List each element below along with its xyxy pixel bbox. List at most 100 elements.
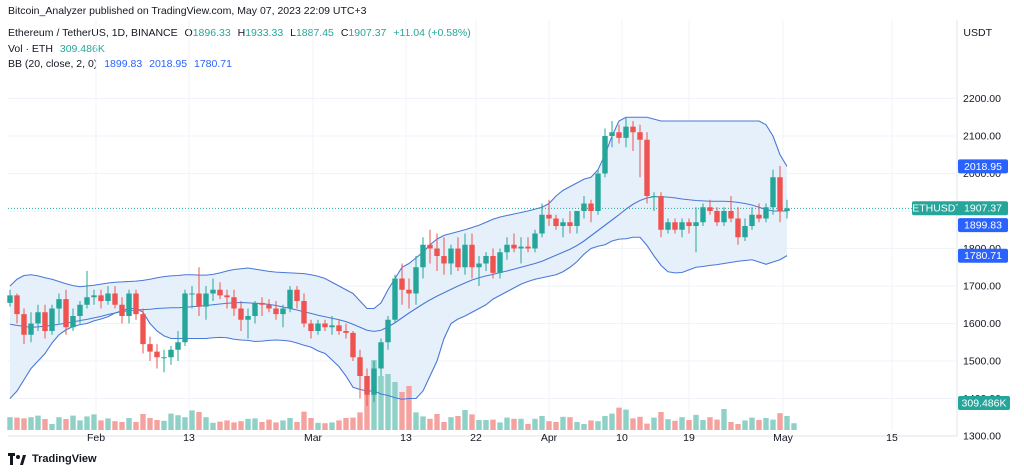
volume-bar — [441, 422, 447, 430]
candle-body — [336, 325, 342, 331]
volume-bar — [770, 419, 776, 430]
ohlc-legend: Ethereum / TetherUS, 1D, BINANCE O1896.3… — [8, 27, 475, 39]
candle-body — [518, 246, 524, 249]
candle-body — [434, 248, 440, 256]
bb-lower-value: 1780.71 — [194, 58, 232, 70]
price-tag-label: 2018.95 — [964, 161, 1002, 173]
volume-bar — [42, 419, 48, 430]
close-value: 1907.37 — [348, 27, 387, 39]
volume-bar — [273, 422, 279, 430]
volume-bar — [364, 394, 370, 430]
volume-bar — [350, 417, 356, 430]
candle-body — [532, 233, 538, 249]
candle-body — [630, 126, 636, 133]
volume-bar — [308, 418, 314, 430]
candle-body — [658, 196, 664, 230]
footer-brand[interactable]: TradingView — [32, 453, 97, 465]
price-tag-label: 1907.37 — [964, 203, 1002, 215]
candle-body — [210, 289, 216, 294]
volume-bar — [525, 424, 531, 430]
volume-bar — [70, 415, 76, 430]
candle-body — [42, 312, 48, 331]
volume-bar — [735, 424, 741, 430]
candle-body — [441, 256, 447, 264]
candle-body — [546, 214, 552, 219]
candle-body — [448, 248, 454, 264]
candle-body — [567, 222, 573, 226]
volume-bar — [91, 414, 97, 430]
bb-label[interactable]: BB (20, close, 2, 0) — [8, 58, 98, 70]
candle-body — [91, 295, 97, 298]
candle-body — [315, 323, 321, 331]
candle-body — [427, 244, 433, 249]
candle-body — [231, 297, 237, 309]
volume-bar — [721, 409, 727, 430]
volume-bar — [686, 420, 692, 430]
tradingview-logo-icon — [8, 453, 26, 465]
price-tag-label: 1899.83 — [964, 220, 1002, 232]
volume-bar — [210, 422, 216, 430]
volume-legend: Vol · ETH 309.486K — [8, 43, 109, 55]
tradingview-footer: TradingView — [8, 453, 97, 465]
candle-body — [105, 293, 111, 301]
volume-bar — [98, 420, 104, 430]
candle-body — [392, 278, 398, 320]
candle-body — [49, 308, 55, 331]
candle-body — [574, 211, 580, 226]
candle-body — [665, 222, 671, 230]
volume-bar — [84, 416, 90, 430]
volume-bar — [140, 414, 146, 430]
volume-bar — [133, 422, 139, 430]
candle-body — [182, 293, 188, 343]
candle-body — [637, 132, 643, 140]
volume-bar — [49, 424, 55, 430]
candle-body — [413, 267, 419, 294]
candle-body — [273, 308, 279, 315]
volume-bar — [280, 420, 286, 430]
x-tick-label: Feb — [87, 432, 105, 444]
volume-bar — [266, 419, 272, 430]
price-tag-bb — [958, 159, 1008, 174]
candle-body — [70, 316, 76, 328]
x-tick-label: 13 — [183, 432, 195, 444]
high-label: H — [237, 27, 246, 39]
candle-body — [469, 244, 475, 268]
y-tick-label: 1500.00 — [963, 356, 1001, 368]
candle-body — [238, 308, 244, 320]
volume-bar — [469, 414, 475, 430]
candle-body — [322, 323, 328, 328]
candle-body — [462, 244, 468, 268]
volume-bar — [609, 413, 615, 430]
candle-body — [266, 304, 272, 309]
x-tick-label: 19 — [683, 432, 695, 444]
volume-bar — [154, 420, 160, 430]
candle-body — [777, 177, 783, 211]
volume-bar — [336, 420, 342, 430]
candle-body — [525, 246, 531, 249]
candle-body — [28, 323, 34, 335]
candle-body — [196, 293, 202, 307]
x-tick-label: 10 — [616, 432, 628, 444]
candle-body — [784, 208, 790, 211]
volume-bar — [203, 417, 209, 430]
volume-label[interactable]: Vol · ETH — [8, 43, 53, 55]
price-tag-symbol — [912, 201, 962, 216]
symbol-label[interactable]: Ethereum / TetherUS, 1D, BINANCE — [8, 27, 178, 39]
candle-body — [280, 308, 286, 315]
low-value: 1887.45 — [295, 27, 334, 39]
candle-body — [329, 325, 335, 328]
volume-bar — [28, 417, 34, 430]
y-tick-label: 1700.00 — [963, 281, 1001, 293]
volume-bar — [763, 418, 769, 430]
candle-body — [497, 252, 503, 273]
volume-bar — [791, 423, 797, 430]
volume-bar — [623, 409, 629, 430]
volume-tag-label: 309.486K — [962, 398, 1007, 410]
y-tick-label: 1600.00 — [963, 318, 1001, 330]
candle-body — [63, 299, 69, 328]
volume-bar — [392, 382, 398, 430]
y-tick-label: 2100.00 — [963, 131, 1001, 143]
x-tick-label: 22 — [470, 432, 482, 444]
volume-bar — [714, 419, 720, 430]
